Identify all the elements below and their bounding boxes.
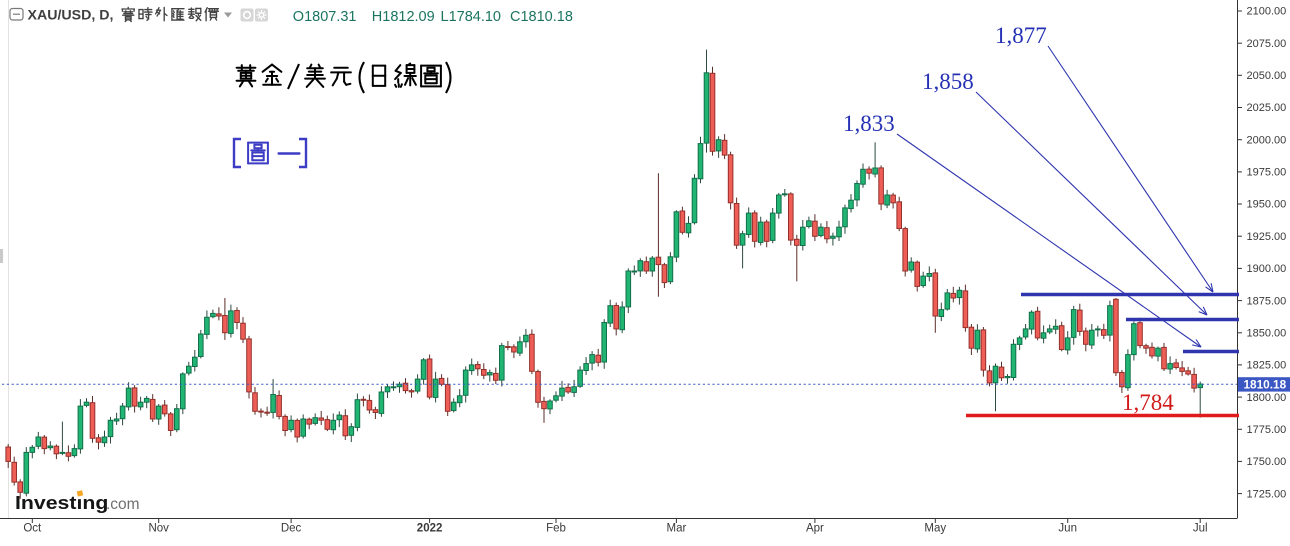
svg-text:1775.00: 1775.00	[1247, 424, 1287, 436]
svg-text:1725.00: 1725.00	[1247, 488, 1287, 500]
svg-text:Dec: Dec	[281, 523, 302, 535]
svg-text:O1807.31: O1807.31	[293, 9, 357, 25]
svg-text:H1812.09: H1812.09	[372, 9, 435, 25]
svg-text:Investing: Investing	[15, 493, 108, 513]
svg-text:2000.00: 2000.00	[1247, 134, 1287, 146]
svg-text:Jun: Jun	[1058, 523, 1077, 535]
svg-text:2075.00: 2075.00	[1247, 38, 1287, 50]
svg-text:Mar: Mar	[666, 523, 686, 535]
svg-text:1950.00: 1950.00	[1247, 199, 1287, 211]
svg-text:2100.00: 2100.00	[1247, 6, 1287, 18]
svg-text:2025.00: 2025.00	[1247, 102, 1287, 114]
svg-text:Feb: Feb	[546, 523, 566, 535]
svg-text:1975.00: 1975.00	[1247, 167, 1287, 179]
svg-text:Oct: Oct	[23, 523, 42, 535]
svg-text:Jul: Jul	[1193, 523, 1208, 535]
svg-text:Apr: Apr	[806, 523, 824, 535]
svg-text:1810.18: 1810.18	[1244, 378, 1287, 392]
svg-text:May: May	[924, 523, 946, 535]
svg-text:2022: 2022	[417, 523, 443, 535]
svg-text:1850.00: 1850.00	[1247, 327, 1287, 339]
svg-text:C1810.18: C1810.18	[510, 9, 573, 25]
svg-text:1750.00: 1750.00	[1247, 456, 1287, 468]
svg-text:1900.00: 1900.00	[1247, 263, 1287, 275]
svg-text:2050.00: 2050.00	[1247, 70, 1287, 82]
svg-text:L1784.10: L1784.10	[441, 9, 501, 25]
svg-text:1,833: 1,833	[843, 111, 895, 136]
svg-text:1,858: 1,858	[922, 69, 974, 94]
svg-text:1,784: 1,784	[1122, 390, 1174, 415]
svg-text:Nov: Nov	[148, 523, 169, 535]
svg-text:XAU/USD, D,: XAU/USD, D,	[28, 8, 114, 24]
svg-text:1,877: 1,877	[995, 23, 1047, 48]
svg-text:1825.00: 1825.00	[1247, 360, 1287, 372]
svg-text:1875.00: 1875.00	[1247, 295, 1287, 307]
svg-text:.com: .com	[106, 496, 140, 513]
svg-text:1925.00: 1925.00	[1247, 231, 1287, 243]
svg-text:1800.00: 1800.00	[1247, 392, 1287, 404]
